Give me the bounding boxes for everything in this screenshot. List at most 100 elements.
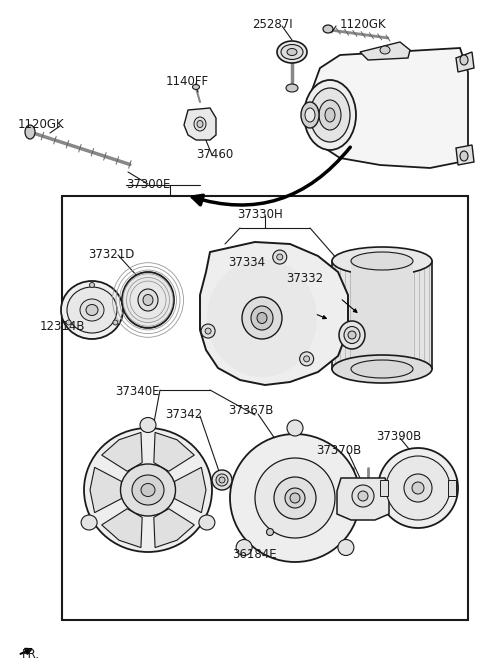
Ellipse shape (380, 46, 390, 54)
Ellipse shape (460, 55, 468, 65)
Ellipse shape (61, 281, 123, 339)
Ellipse shape (199, 515, 215, 530)
Ellipse shape (300, 352, 313, 366)
Ellipse shape (143, 294, 153, 306)
Ellipse shape (66, 320, 71, 325)
Text: 12314B: 12314B (40, 320, 85, 333)
Polygon shape (312, 48, 468, 168)
Ellipse shape (25, 125, 35, 139)
Ellipse shape (257, 312, 267, 323)
Text: 37332: 37332 (286, 272, 323, 285)
Ellipse shape (301, 102, 319, 128)
Ellipse shape (310, 88, 350, 142)
Ellipse shape (281, 44, 303, 60)
Text: 37340E: 37340E (115, 385, 159, 398)
Text: 37321D: 37321D (88, 248, 134, 261)
Ellipse shape (216, 474, 228, 486)
Ellipse shape (287, 420, 303, 436)
Text: 37460: 37460 (196, 148, 233, 161)
Ellipse shape (332, 355, 432, 383)
Polygon shape (200, 242, 348, 385)
Ellipse shape (207, 259, 317, 377)
Ellipse shape (351, 252, 413, 270)
Ellipse shape (460, 151, 468, 161)
Ellipse shape (290, 493, 300, 503)
Ellipse shape (84, 428, 212, 552)
Ellipse shape (141, 483, 155, 497)
Ellipse shape (80, 299, 104, 321)
Ellipse shape (351, 360, 413, 378)
Ellipse shape (332, 247, 432, 275)
Polygon shape (154, 433, 194, 471)
Ellipse shape (89, 282, 95, 288)
Ellipse shape (197, 120, 203, 128)
Ellipse shape (325, 108, 335, 122)
Ellipse shape (352, 485, 374, 507)
Ellipse shape (412, 482, 424, 494)
Ellipse shape (230, 434, 360, 562)
Ellipse shape (138, 289, 158, 311)
Ellipse shape (120, 464, 176, 516)
Text: 37334: 37334 (228, 256, 265, 269)
Ellipse shape (287, 48, 297, 56)
Text: 37342: 37342 (165, 408, 202, 421)
Ellipse shape (304, 356, 310, 362)
Ellipse shape (285, 488, 305, 508)
Ellipse shape (304, 80, 356, 150)
Ellipse shape (273, 250, 287, 264)
Ellipse shape (386, 456, 450, 520)
Ellipse shape (348, 331, 356, 339)
Text: 36184E: 36184E (232, 548, 276, 561)
Bar (62, 196, 468, 620)
Polygon shape (337, 478, 389, 520)
Ellipse shape (274, 477, 316, 519)
Ellipse shape (67, 287, 117, 333)
Text: 1120GK: 1120GK (18, 118, 65, 131)
Ellipse shape (242, 297, 282, 339)
Text: 37390B: 37390B (376, 430, 421, 443)
Bar (380, 480, 388, 496)
Ellipse shape (378, 448, 458, 528)
Ellipse shape (404, 474, 432, 502)
Ellipse shape (277, 254, 283, 260)
Bar (332, 261, 432, 369)
Polygon shape (184, 108, 216, 140)
Ellipse shape (219, 477, 225, 483)
Ellipse shape (236, 540, 252, 556)
Polygon shape (102, 509, 142, 548)
Ellipse shape (201, 324, 215, 338)
Polygon shape (90, 467, 121, 513)
Text: 25287I: 25287I (252, 18, 293, 31)
Polygon shape (102, 433, 142, 471)
Text: 37330H: 37330H (237, 208, 283, 221)
Ellipse shape (140, 417, 156, 433)
Bar (351, 261, 413, 369)
Polygon shape (175, 467, 206, 513)
Bar (448, 480, 456, 496)
Ellipse shape (113, 320, 118, 325)
Ellipse shape (86, 304, 98, 315)
Ellipse shape (323, 25, 333, 33)
Ellipse shape (358, 491, 368, 501)
Ellipse shape (122, 272, 174, 328)
Ellipse shape (319, 100, 341, 130)
Ellipse shape (277, 41, 307, 63)
Ellipse shape (132, 475, 164, 505)
Ellipse shape (339, 321, 365, 349)
Ellipse shape (344, 327, 360, 343)
Polygon shape (154, 509, 194, 548)
Polygon shape (360, 42, 410, 60)
Ellipse shape (255, 458, 335, 538)
Ellipse shape (305, 108, 315, 122)
Ellipse shape (266, 528, 274, 536)
Ellipse shape (212, 470, 232, 490)
Text: FR.: FR. (22, 648, 40, 661)
Ellipse shape (205, 328, 211, 334)
Text: 37367B: 37367B (228, 404, 274, 417)
Polygon shape (456, 52, 474, 72)
Text: 1140FF: 1140FF (166, 75, 209, 88)
Polygon shape (456, 145, 474, 165)
Ellipse shape (192, 85, 200, 89)
Ellipse shape (194, 117, 206, 131)
Ellipse shape (251, 306, 273, 330)
